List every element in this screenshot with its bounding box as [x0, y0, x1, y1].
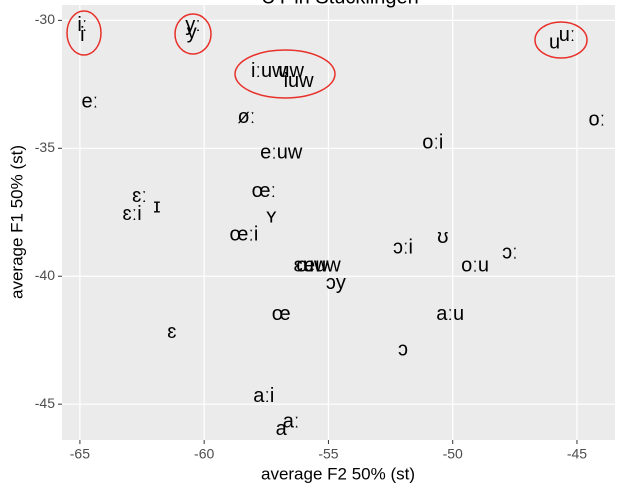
point-label: oːu — [461, 254, 489, 276]
point-label: œ — [272, 303, 291, 325]
point-label: i — [80, 24, 84, 46]
point-label: ɔ — [398, 339, 408, 361]
point-label: eː — [81, 91, 98, 113]
point-label: ɛ — [167, 321, 176, 343]
point-label: eːuw — [260, 142, 303, 164]
point-label: aː — [283, 410, 300, 432]
y-axis-label: average F1 50% (st) — [7, 145, 26, 299]
point-label: iːuw — [251, 60, 287, 82]
x-tick-label: -50 — [443, 446, 463, 462]
y-tick-label: -45 — [35, 395, 55, 411]
point-label: iː — [77, 14, 87, 36]
point-label: uː — [559, 24, 576, 46]
x-tick-label: -45 — [567, 446, 587, 462]
point-label: ɛːi — [123, 203, 142, 225]
point-label: ɔːi — [393, 236, 413, 258]
y-tick-label: -40 — [35, 267, 55, 283]
point-label: u — [549, 32, 560, 54]
point-label: aːu — [436, 303, 464, 325]
point-label: ʊ — [437, 226, 448, 248]
chart-title: ÜY in Stücklingen — [261, 0, 419, 8]
panel — [62, 5, 615, 440]
point-label: ɛː — [132, 185, 147, 207]
x-tick-label: -60 — [194, 446, 214, 462]
point-label: aːi — [253, 385, 274, 407]
highlight — [234, 49, 336, 99]
point-label: a — [276, 418, 288, 440]
point-label: œː — [252, 180, 276, 202]
x-tick-label: -55 — [318, 446, 338, 462]
x-tick-label: -65 — [70, 446, 90, 462]
x-axis-label: average F2 50% (st) — [261, 464, 415, 483]
point-label: ɛuw — [294, 254, 329, 276]
point-label: oːi — [422, 131, 443, 153]
point-label: yː — [185, 14, 201, 36]
highlight — [534, 21, 588, 59]
point-label: ɪ — [153, 195, 160, 217]
highlight — [174, 13, 212, 55]
point-label: uw — [278, 60, 304, 82]
point-label: iuw — [284, 70, 315, 92]
point-label: ɔː — [502, 241, 518, 263]
point-label: œuw — [296, 254, 341, 276]
point-label: oː — [589, 108, 606, 130]
highlight — [66, 10, 102, 56]
point-label: ɔy — [326, 272, 346, 294]
point-label: y — [187, 21, 197, 43]
point-label: œːi — [229, 224, 258, 246]
y-tick-label: -30 — [35, 11, 55, 27]
y-tick-label: -35 — [35, 139, 55, 155]
point-label: ʏ — [266, 206, 277, 228]
point-label: øː — [238, 106, 256, 128]
